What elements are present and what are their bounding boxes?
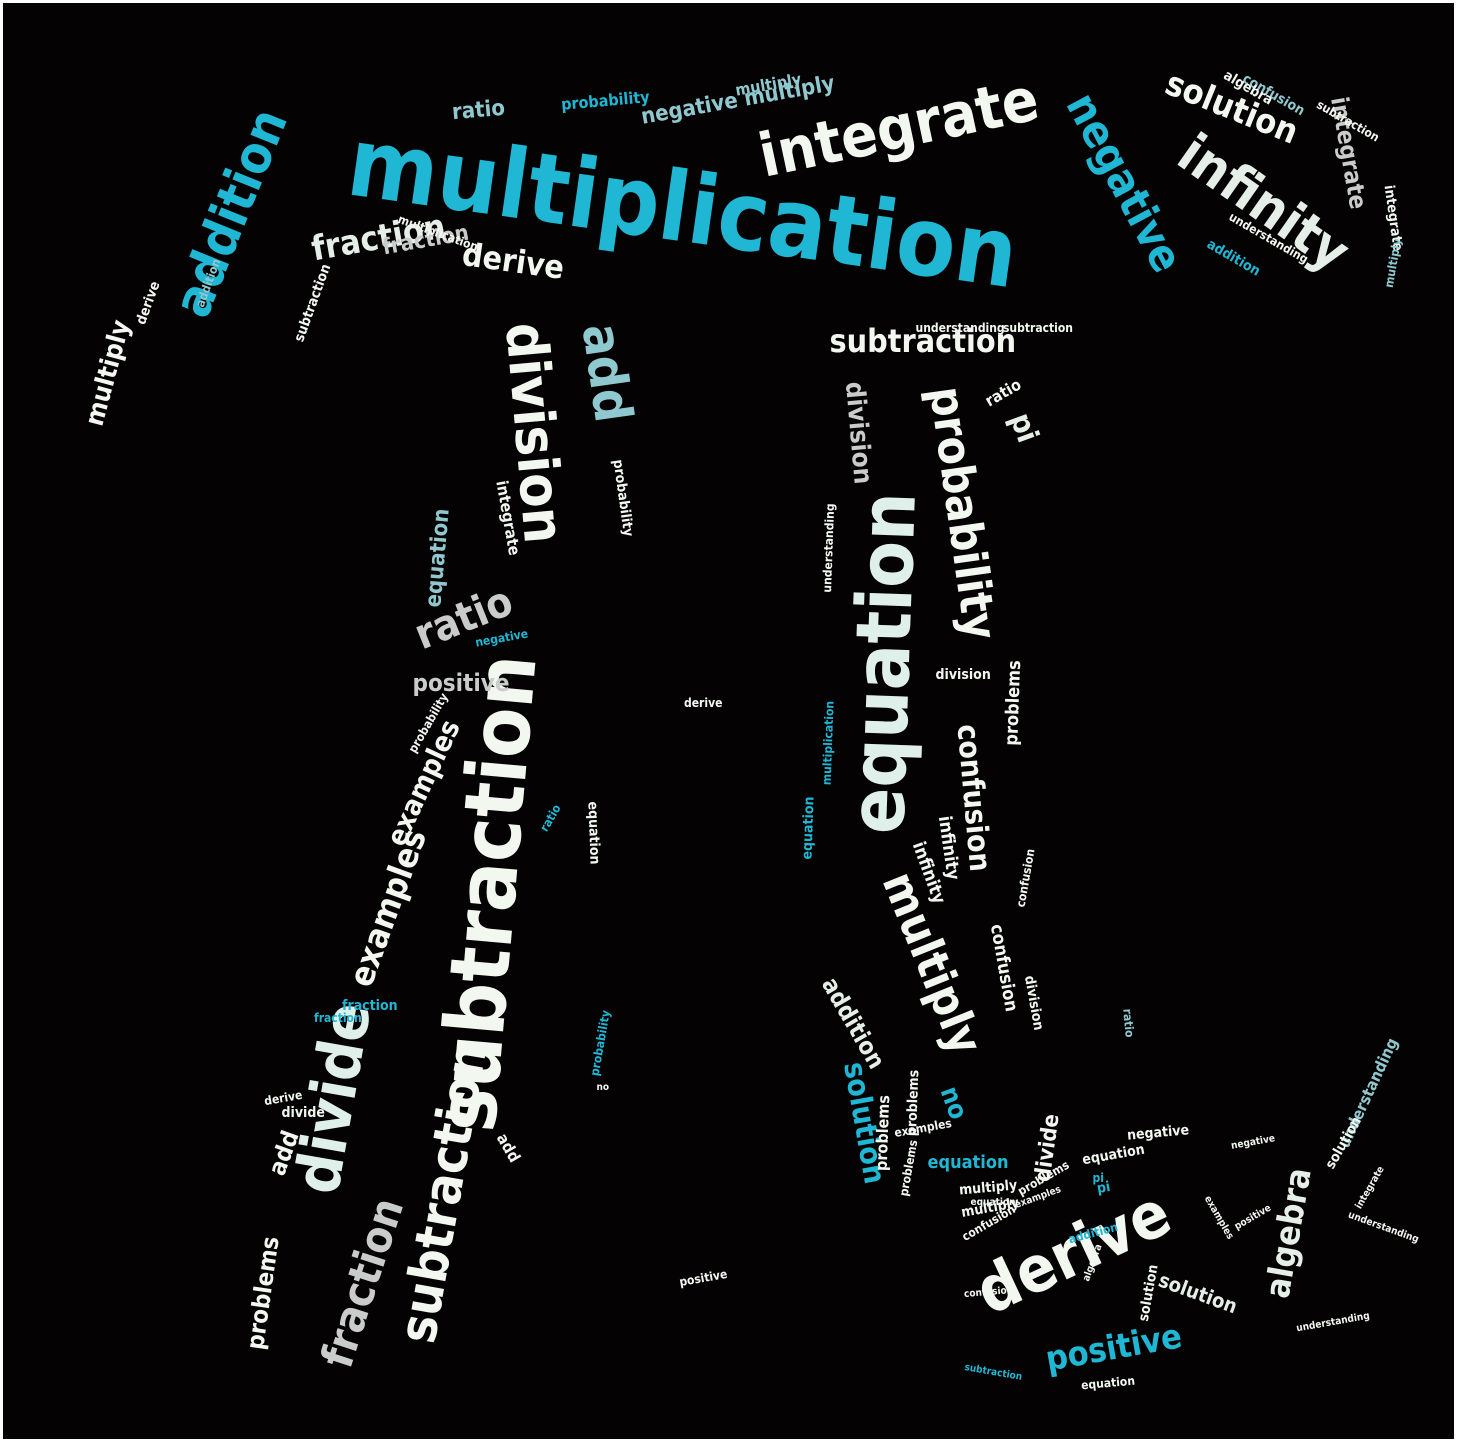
word-examples: examples [341,823,436,993]
word-addition: addition [1203,236,1263,280]
word-problems: problems [871,1094,894,1172]
word-add: add [492,1129,525,1166]
word-equation: equation [1080,1373,1136,1393]
word-division: division [1020,974,1046,1032]
word-probability: probability [918,383,1008,643]
word-pi: pi [1001,408,1045,448]
word-problems: problems [1000,659,1025,747]
word-multiplication: multiplication [819,700,837,786]
word-multiply: multiply [958,1177,1018,1199]
word-problems: problems [241,1234,285,1352]
word-solution: solution [1135,1263,1162,1323]
word-examples: examples [1201,1194,1236,1242]
word-subtraction: subtraction [291,261,335,345]
word-probability: probability [587,1009,613,1077]
word-fraction: fraction [314,1011,362,1025]
word-subtraction: subtraction [963,1362,1023,1383]
word-confusion: confusion [1013,847,1038,909]
word-subtraction: subtraction [829,322,1017,360]
word-equation: equation [927,1152,1009,1173]
word-divide: divide [281,1105,325,1121]
word-add: add [569,320,643,426]
word-negative: negative [1055,84,1192,281]
word-pi: pi [1092,1171,1104,1185]
word-equation: equation [798,796,818,860]
word-positive: positive [1232,1202,1274,1233]
word-no: no [596,1082,610,1093]
word-derive: derive [684,696,723,710]
word-understanding: understanding [915,321,1005,335]
word-understanding: understanding [1346,1209,1421,1246]
word-multiply: multiply [1381,237,1405,289]
word-subtraction: subtraction [387,1038,499,1348]
word-understanding: understanding [819,503,837,593]
word-division: division [935,667,991,683]
word-positive: positive [412,669,510,697]
word-understanding: understanding [1295,1310,1371,1335]
word-ratio: ratio [981,374,1024,411]
word-equation: equation [583,801,603,865]
word-ratio: ratio [1119,1007,1137,1039]
word-solution: solution [1155,1267,1241,1319]
word-confusion: confusion [985,922,1022,1014]
word-layer: multiplication integrate negative infinity s… [3,3,1454,1439]
word-infinity: infinity [1166,121,1361,284]
word-negative: negative [1126,1122,1190,1144]
word-addition: addition [815,972,891,1074]
word-integrate: integrate [1353,1164,1387,1211]
word-ratio: ratio [450,95,506,126]
word-problems: problems [896,1138,920,1198]
word-probability: probability [559,87,650,114]
word-probability: probability [609,458,637,538]
word-equation: equation [1080,1141,1146,1169]
word-fraction: fraction [342,998,398,1014]
word-equation: equation [970,1197,1016,1208]
word-negative: negative [1230,1133,1276,1152]
word-subtraction: subtraction [1003,321,1073,335]
word-algebra: algebra [1257,1164,1320,1302]
word-positive: positive [677,1266,728,1290]
word-positive: positive [1042,1316,1185,1380]
word-equation: equation [832,490,933,836]
word-derive: derive [132,279,164,327]
word-division: division [838,380,878,486]
word-addition: addition [162,100,300,326]
word-equation: equation [420,507,455,609]
pi-word-cloud: multiplication integrate negative infinity s… [3,3,1454,1439]
word-multiply: multiply [79,316,137,430]
word-examples: examples [893,1116,953,1140]
